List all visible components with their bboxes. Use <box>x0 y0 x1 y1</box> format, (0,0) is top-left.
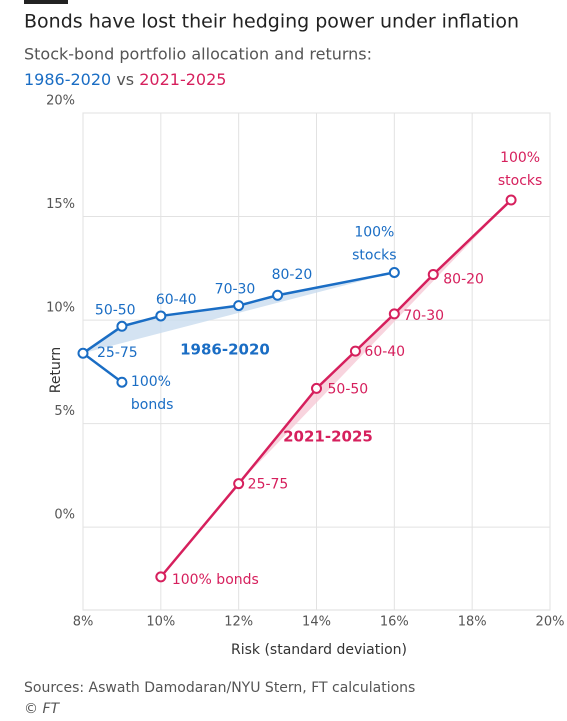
point <box>77 347 89 359</box>
x-tick-label: 20% <box>536 615 565 630</box>
x-tick-label: 8% <box>73 615 94 630</box>
point-label: 25-75 <box>97 345 138 361</box>
point-label: 100% <box>500 150 540 166</box>
frontier-area <box>238 199 512 484</box>
point-label: 100% <box>131 374 171 390</box>
point-label: stocks <box>352 247 396 263</box>
y-tick-label: 0% <box>54 508 75 523</box>
point-label: 100% <box>354 224 394 240</box>
point <box>116 376 128 388</box>
series-annotation: 1986-2020 <box>180 341 270 359</box>
point-label: 80-20 <box>272 267 313 283</box>
point <box>155 571 167 583</box>
point-label: 80-20 <box>443 272 484 288</box>
y-tick-label: 15% <box>46 197 75 212</box>
x-tick-label: 10% <box>146 615 175 630</box>
point <box>116 320 128 332</box>
point-label: 70-30 <box>215 282 256 298</box>
brand-bar <box>24 0 68 4</box>
y-tick-label: 20% <box>46 94 75 109</box>
point <box>155 310 167 322</box>
x-tick-label: 14% <box>302 615 331 630</box>
point-label: 70-30 <box>403 308 444 324</box>
point-label: 50-50 <box>328 381 369 397</box>
point-label: 50-50 <box>95 302 136 318</box>
series-key: 2021-2025 <box>139 70 226 89</box>
point <box>388 308 400 320</box>
credit: © FT <box>24 701 61 717</box>
x-tick-label: 18% <box>458 615 487 630</box>
point <box>311 382 322 394</box>
point <box>272 289 284 301</box>
x-axis-label: Risk (standard deviation) <box>231 642 407 658</box>
point <box>427 269 439 281</box>
point <box>349 345 361 357</box>
point <box>505 194 517 206</box>
series-annotation: 2021-2025 <box>283 428 373 446</box>
point-label: 60-40 <box>156 292 197 308</box>
point <box>233 478 245 490</box>
point-label: bonds <box>131 397 174 413</box>
frontier-area <box>83 272 395 354</box>
source: Sources: Aswath Damodaran/NYU Stern, FT … <box>24 680 415 696</box>
y-tick-label: 5% <box>54 404 75 419</box>
x-tick-label: 16% <box>380 615 409 630</box>
point <box>388 266 400 278</box>
chart-title: Bonds have lost their hedging power unde… <box>24 11 519 33</box>
subtitle-joiner: vs <box>116 70 134 89</box>
point-label: 100% bonds <box>172 572 259 588</box>
y-axis-label: Return <box>48 347 64 393</box>
x-tick-label: 12% <box>224 615 253 630</box>
point-label: 25-75 <box>248 477 289 493</box>
y-tick-label: 10% <box>46 301 75 316</box>
point-label: 60-40 <box>364 344 405 360</box>
chart-subtitle: Stock-bond portfolio allocation and retu… <box>24 45 372 64</box>
point <box>233 300 245 312</box>
series-key: 1986-2020 <box>24 70 111 89</box>
point-label: stocks <box>498 173 542 189</box>
subtitle-key: 1986-2020 vs 2021-2025 <box>24 70 226 89</box>
